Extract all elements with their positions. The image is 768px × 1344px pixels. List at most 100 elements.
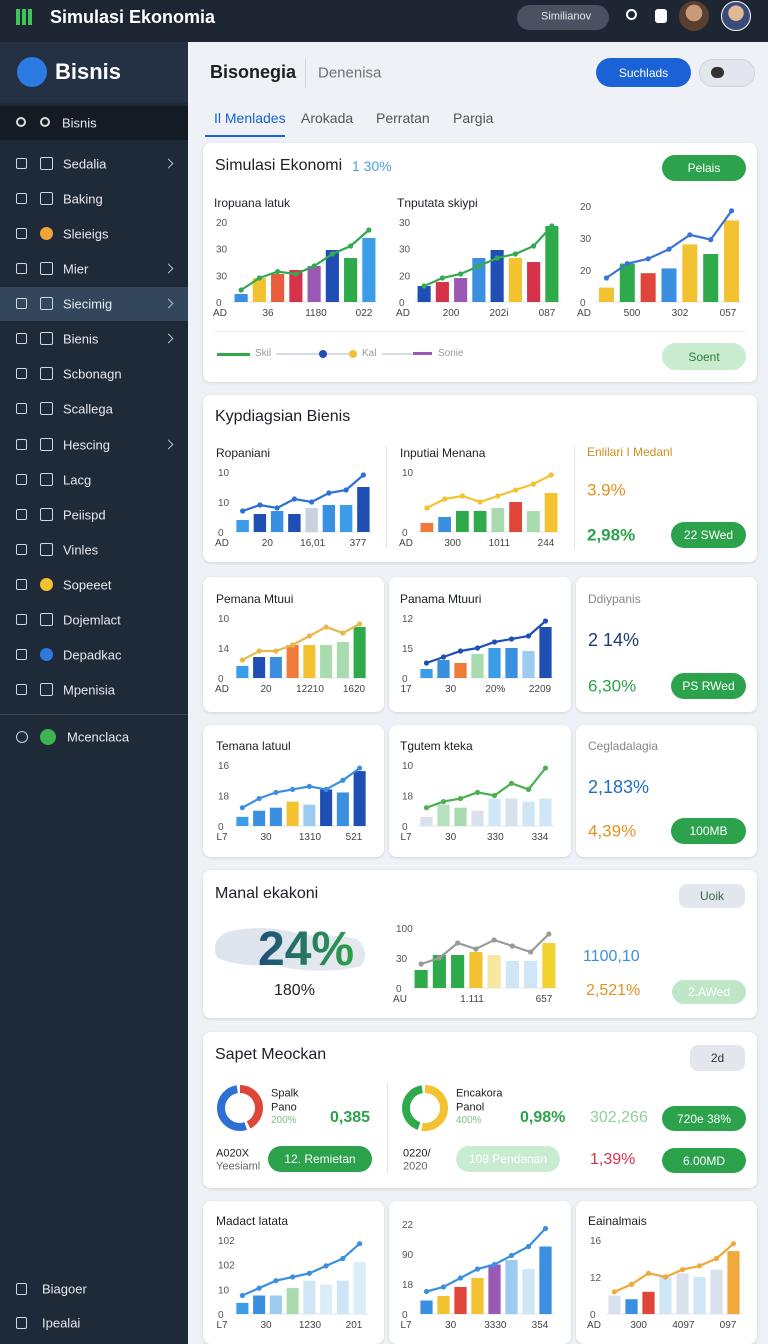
x-tick-label: 354 xyxy=(532,1320,549,1331)
nav-item[interactable]: Depadkac xyxy=(63,647,122,663)
nav-item[interactable]: Lacg xyxy=(63,472,92,488)
tab[interactable]: Il Menlades xyxy=(214,110,286,126)
x-tick-label: 377 xyxy=(350,538,367,549)
stat-value: 1,39% xyxy=(590,1151,636,1168)
button[interactable]: 12. Remietan xyxy=(268,1146,372,1172)
button[interactable]: 720e 38% xyxy=(662,1106,746,1131)
y-tick-label: 30 xyxy=(216,245,228,256)
button[interactable]: 6.00MD xyxy=(662,1148,746,1173)
notification-icon[interactable] xyxy=(655,9,667,23)
x-tick-label: 1180 xyxy=(305,308,327,319)
donut xyxy=(217,1085,263,1131)
chat-dropdown[interactable] xyxy=(699,59,755,87)
divider xyxy=(387,1082,388,1174)
nav-icon xyxy=(40,332,53,346)
bar xyxy=(454,278,468,302)
trend-dot xyxy=(548,472,554,478)
code: 0220/ xyxy=(403,1147,431,1160)
nav-item[interactable]: Ipealai xyxy=(42,1315,81,1331)
button[interactable]: 109 Pendanan xyxy=(456,1146,560,1172)
tab[interactable]: Perratan xyxy=(376,110,430,126)
trend-dot xyxy=(423,660,430,666)
nav-item[interactable]: Peiispd xyxy=(63,507,106,523)
bar xyxy=(676,1273,689,1314)
trend-dot xyxy=(624,261,630,267)
trend-dot xyxy=(311,263,317,269)
bar xyxy=(539,798,552,826)
trend-line xyxy=(423,225,553,288)
y-tick-label: 30 xyxy=(216,271,228,282)
x-tick-label: 1310 xyxy=(299,832,322,843)
x-tick-label: 1011 xyxy=(489,538,511,549)
trend-dot xyxy=(240,508,246,514)
button[interactable]: 100MB xyxy=(671,818,746,844)
legend-line xyxy=(413,352,432,355)
x-tick-label: 244 xyxy=(538,538,555,549)
trend-dot xyxy=(473,946,479,952)
y-tick-label: 30 xyxy=(396,954,408,965)
trend-dot xyxy=(329,251,335,257)
trend-dot xyxy=(423,1288,430,1295)
button[interactable]: Soent xyxy=(662,343,746,370)
search-icon[interactable] xyxy=(626,9,637,20)
x-tick-label: 12210 xyxy=(296,684,324,695)
nav-item[interactable]: Baking xyxy=(63,191,103,207)
x-tick-label: 30 xyxy=(445,684,457,695)
nav-item[interactable]: Sleieigs xyxy=(63,226,109,242)
nav-item[interactable]: Hescing xyxy=(63,437,110,453)
nav-item[interactable]: Biagoer xyxy=(42,1281,87,1297)
nav-icon xyxy=(40,437,53,451)
x-tick-label: 1230 xyxy=(299,1320,322,1331)
button[interactable]: Pelais xyxy=(662,155,746,181)
bar xyxy=(545,226,559,302)
bar xyxy=(693,1277,706,1314)
nav-icon xyxy=(40,297,53,311)
nav-icon xyxy=(40,542,53,556)
avatar[interactable] xyxy=(679,1,709,31)
nav-item[interactable]: Mier xyxy=(63,261,89,277)
button[interactable]: Suchlads xyxy=(596,58,691,87)
nav-item[interactable]: Sopeeet xyxy=(63,577,112,593)
x-tick-label: 202i xyxy=(490,308,509,319)
button[interactable]: 22 SWed xyxy=(671,522,746,548)
trend-dot xyxy=(491,792,498,799)
nav-item[interactable]: Siecimig xyxy=(63,296,113,312)
nav-item[interactable]: Vinles xyxy=(63,542,99,558)
button[interactable]: 2.AWed xyxy=(672,980,746,1004)
button[interactable]: PS RWed xyxy=(671,673,746,699)
button[interactable]: 2d xyxy=(690,1045,745,1071)
bar xyxy=(353,627,366,678)
bar xyxy=(286,1288,299,1314)
trend-dot xyxy=(323,1263,329,1269)
nav-item[interactable]: Dojemlact xyxy=(63,612,121,628)
search-box[interactable] xyxy=(517,5,609,30)
x-tick-label: 1.111 xyxy=(460,994,484,1005)
nav-item[interactable]: Bienis xyxy=(63,331,99,347)
avatar[interactable] xyxy=(721,1,751,31)
tab[interactable]: Pargia xyxy=(453,110,494,126)
bar xyxy=(253,514,267,532)
x-tick-label: 300 xyxy=(444,538,461,549)
nav-item[interactable]: Sedalia xyxy=(63,156,107,172)
bar xyxy=(437,1296,450,1314)
trend-dot xyxy=(542,618,549,624)
mini-chart: 100 30 0AU 1.111 657 xyxy=(393,924,558,1005)
trend-dot xyxy=(645,256,651,262)
trend-dot xyxy=(273,789,279,796)
nav-item[interactable]: Scallega xyxy=(63,401,113,417)
y-tick-label: 0 xyxy=(402,674,408,685)
nav-item[interactable]: Mpenisia xyxy=(63,682,116,698)
card-title: Manal ekakoni xyxy=(215,885,319,902)
trend-dot xyxy=(256,648,262,654)
bar xyxy=(320,645,333,678)
y-tick-label: 0 xyxy=(218,1310,224,1321)
tab[interactable]: Arokada xyxy=(301,110,354,126)
x-tick-label: 201 xyxy=(346,1320,363,1331)
trend-dot xyxy=(457,795,464,802)
x-tick-label: 16,01 xyxy=(300,538,325,549)
button[interactable]: Uoik xyxy=(679,884,745,908)
nav-item[interactable]: Mcenclaca xyxy=(67,729,130,745)
legend-label: Kal xyxy=(362,348,377,359)
bar xyxy=(505,798,518,826)
nav-item[interactable]: Scbonagn xyxy=(63,366,122,382)
